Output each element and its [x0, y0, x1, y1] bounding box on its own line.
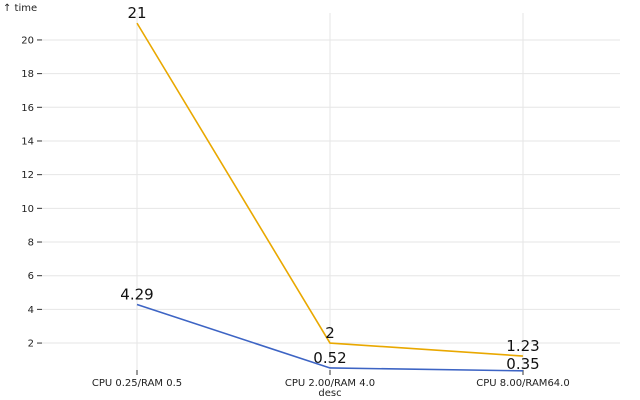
axes: 2 4 6 8 10 12 14 16 18 20 CPU 0.25/RAM 0.5 CPU 2.00…: [21, 35, 569, 389]
series-line-1: [136, 22, 524, 357]
data-label: 4.29: [120, 285, 153, 303]
y-tick-label: 16: [21, 103, 34, 114]
y-tick-label: 12: [21, 170, 34, 181]
y-tick-label: 20: [21, 35, 34, 46]
data-label: 1.23: [506, 337, 539, 355]
y-axis-label: ↑ time: [3, 3, 37, 14]
grid: [42, 13, 620, 370]
data-label: 2: [325, 324, 335, 342]
data-labels: 21 2 1.23 4.29 0.52 0.35: [120, 4, 539, 373]
y-tick-label: 8: [28, 238, 34, 249]
data-label: 0.52: [313, 349, 346, 367]
data-label: 0.35: [506, 355, 539, 373]
y-tick-label: 6: [28, 271, 34, 282]
y-tick-label: 18: [21, 69, 34, 80]
data-label: 21: [127, 4, 146, 22]
y-tick-label: 4: [28, 305, 34, 316]
x-tick-label: CPU 8.00/RAM64.0: [476, 378, 569, 389]
x-tick-label: CPU 0.25/RAM 0.5: [92, 378, 182, 389]
y-tick-label: 2: [28, 339, 34, 350]
y-tick-label: 10: [21, 204, 34, 215]
x-tick-label: CPU 2.00/RAM 4.0: [285, 378, 375, 389]
x-axis-label: desc: [318, 388, 341, 399]
y-tick-label: 14: [21, 136, 34, 147]
series-line-2: [136, 303, 524, 372]
series-lines: [136, 22, 524, 372]
